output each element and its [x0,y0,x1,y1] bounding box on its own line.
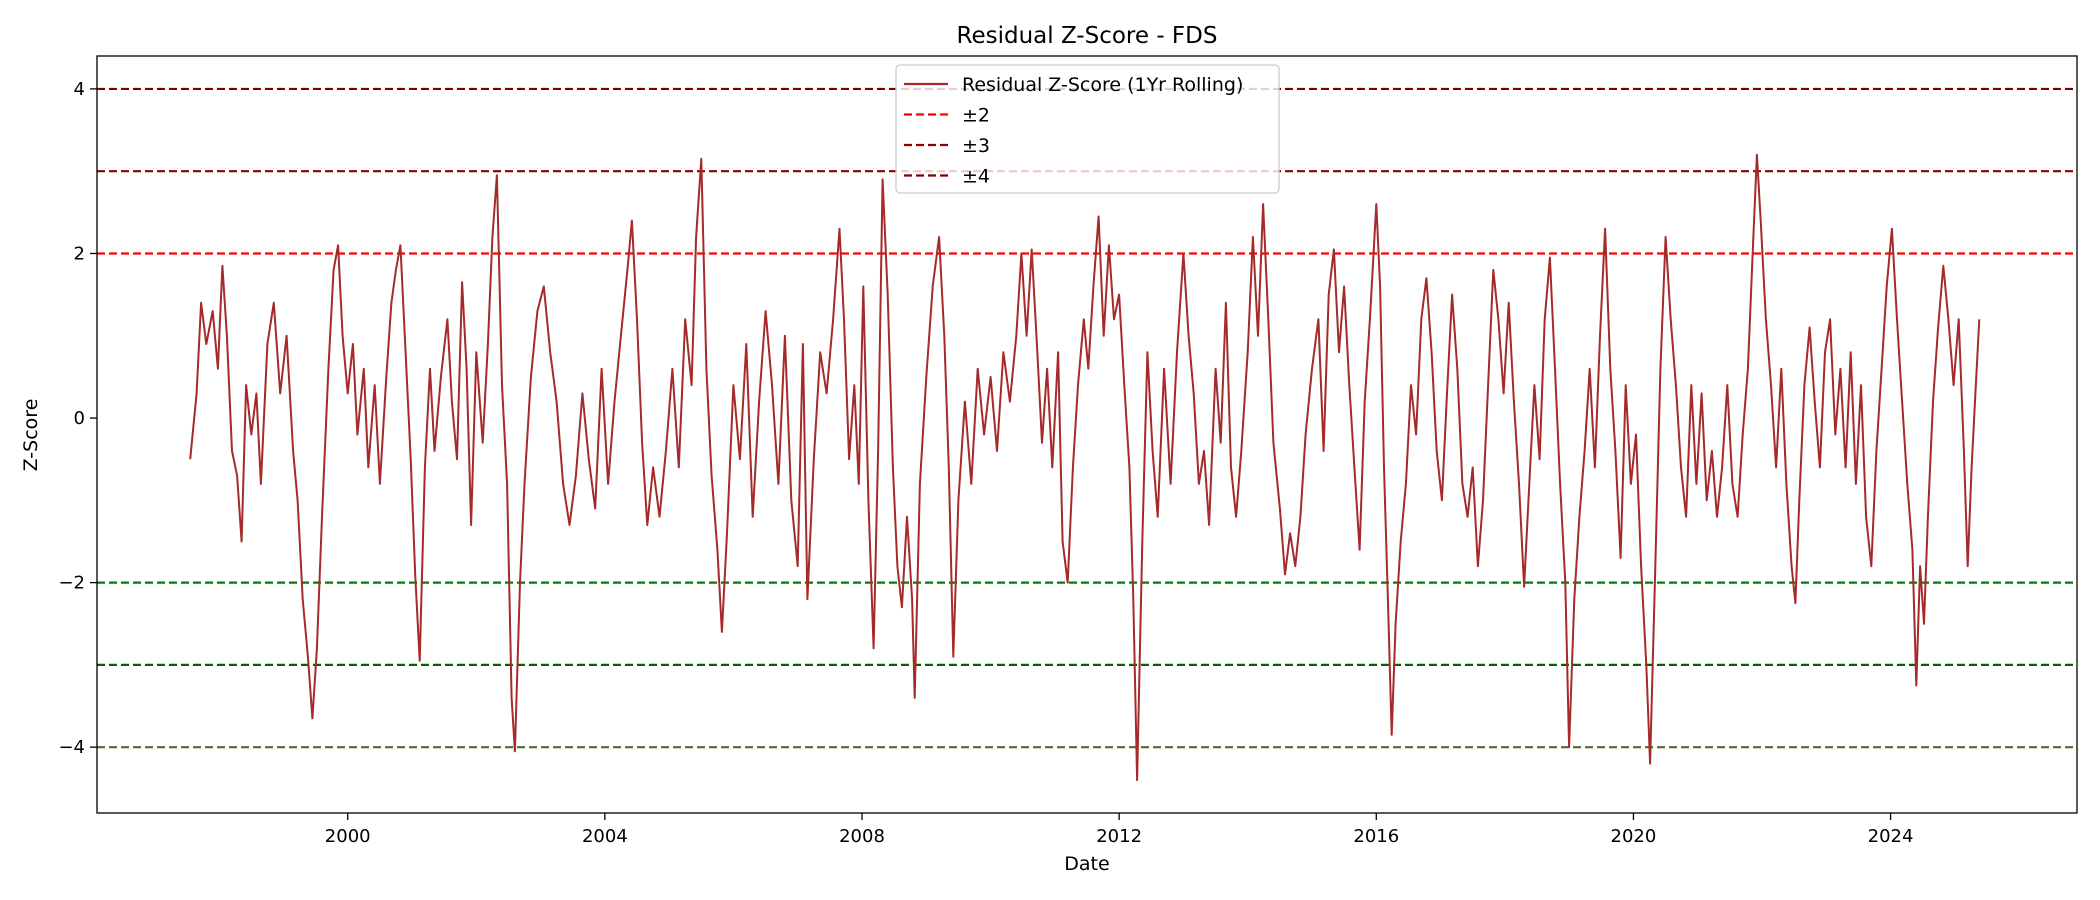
legend: Residual Z-Score (1Yr Rolling) ±2 ±3 ±4 [895,64,1280,194]
x-tick-label: 2008 [839,826,885,847]
x-tick-label: 2012 [1096,826,1142,847]
y-tick-label: 4 [74,79,85,100]
x-axis-label: Date [1064,853,1109,875]
y-axis-label: Z-Score [20,399,42,472]
x-tick-label: 2000 [325,826,371,847]
y-tick-label: 2 [74,243,85,264]
x-tick-label: 2016 [1353,826,1399,847]
y-axis: −4 −2 0 2 4 [58,79,97,758]
legend-label-1: ±2 [962,105,990,127]
x-tick-label: 2024 [1868,826,1914,847]
chart-title: Residual Z-Score - FDS [957,23,1218,49]
legend-label-3: ±4 [962,166,990,188]
legend-label-2: ±3 [962,135,990,157]
y-tick-label: 0 [74,408,85,429]
x-tick-label: 2020 [1611,826,1657,847]
series-layer [189,153,1981,782]
series-line-0 [189,153,1981,782]
plot-frame [96,55,2078,814]
x-tick-label: 2004 [582,826,628,847]
legend-box [895,64,1280,194]
y-tick-label: −2 [58,573,85,594]
x-axis: 2000 2004 2008 2012 2016 2020 2024 [325,813,1914,847]
legend-label-0: Residual Z-Score (1Yr Rolling) [962,74,1243,96]
y-tick-label: −4 [58,737,85,758]
